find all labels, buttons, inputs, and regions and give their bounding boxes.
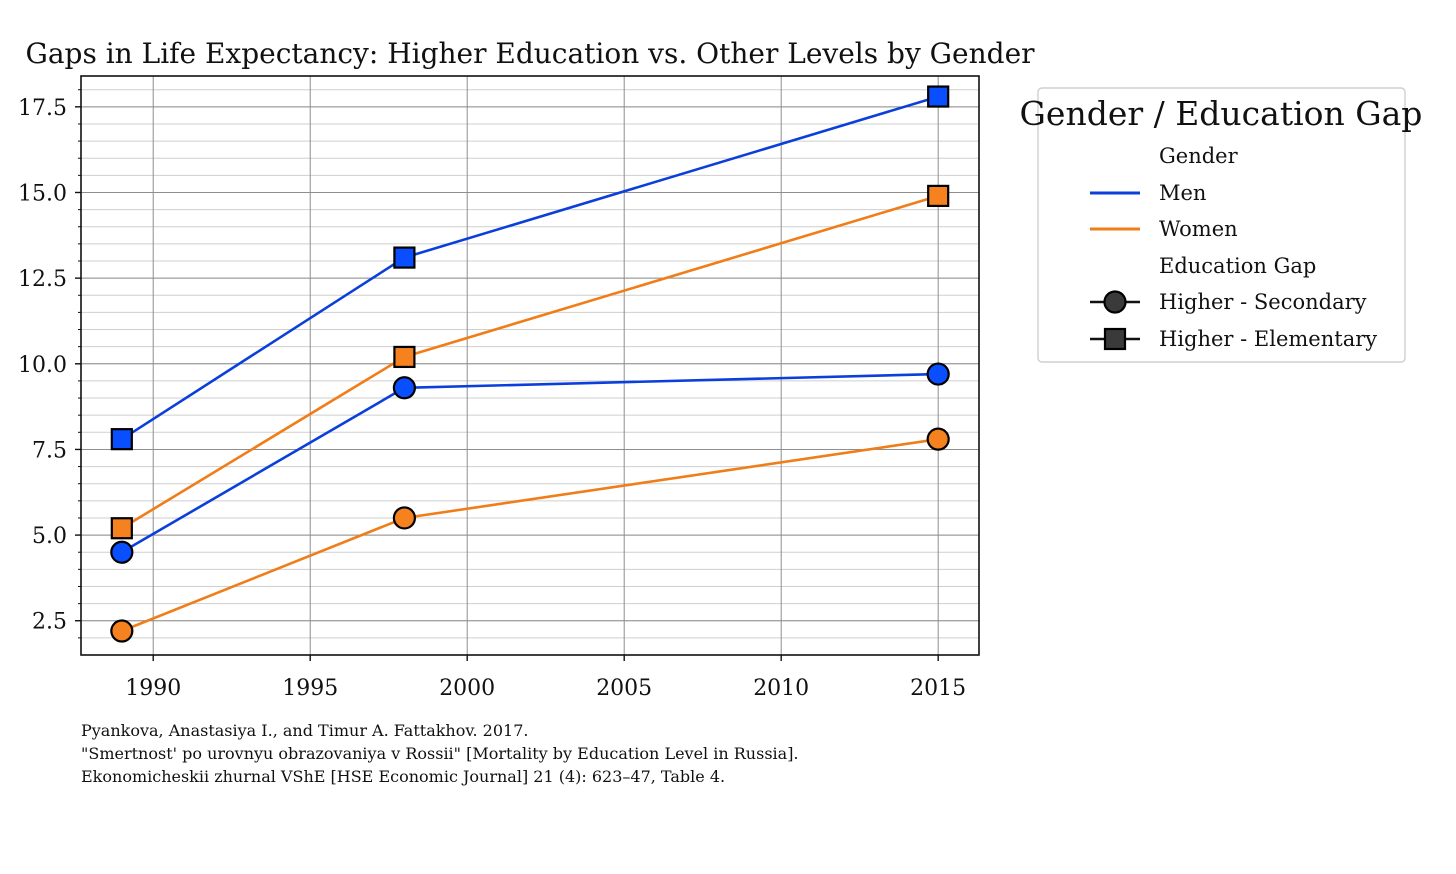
grid <box>81 76 979 655</box>
legend-gender-heading: Gender <box>1159 144 1239 168</box>
data-point-square <box>927 85 950 108</box>
data-point-circle <box>926 362 950 386</box>
legend-label-higher-secondary: Higher - Secondary <box>1159 290 1367 314</box>
source-line: "Smertnost' po urovnyu obrazovaniya v Ro… <box>81 744 799 763</box>
y-tick-label: 2.5 <box>32 610 67 635</box>
axes: 2.5 5.0 7.5 10.0 12.5 15.0 17.5 1990 1995 2000 200… <box>18 89 966 701</box>
x-tick-label: 2015 <box>910 676 966 701</box>
data-point-circle <box>392 376 417 400</box>
legend-label-higher-elementary: Higher - Elementary <box>1159 327 1377 351</box>
legend-title: Gender / Education Gap <box>1020 94 1423 133</box>
source-line: Pyankova, Anastasiya I., and Timur A. Fa… <box>81 721 528 740</box>
data-point-square <box>393 345 416 369</box>
legend-frame <box>1037 87 1406 363</box>
data-point-circle <box>110 619 134 643</box>
series-line <box>121 372 939 554</box>
x-tick-label: 2010 <box>753 676 809 701</box>
y-tick-label: 17.5 <box>18 96 67 121</box>
data-point-square <box>393 246 416 269</box>
chart-title: Gaps in Life Expectancy: Higher Educatio… <box>25 37 1035 70</box>
series <box>110 85 950 643</box>
y-tick-label: 12.5 <box>18 267 67 292</box>
legend-swatch-circle <box>1090 290 1140 314</box>
plot-frame <box>80 75 980 656</box>
x-tick-label: 1995 <box>282 676 338 701</box>
data-point-circle <box>926 427 950 451</box>
source-citation: Pyankova, Anastasiya I., and Timur A. Fa… <box>81 721 799 786</box>
y-tick-label: 15.0 <box>18 181 67 206</box>
y-tick-label: 5.0 <box>32 524 67 549</box>
data-point-square <box>927 184 950 208</box>
data-point-circle <box>110 540 134 564</box>
y-tick-label: 10.0 <box>18 353 67 378</box>
y-tick-label: 7.5 <box>32 438 67 463</box>
x-tick-label: 2000 <box>439 676 495 701</box>
legend-label-women: Women <box>1159 217 1238 241</box>
data-point-square <box>110 428 133 451</box>
legend-label-men: Men <box>1159 181 1206 205</box>
x-tick-label: 2005 <box>596 676 652 701</box>
series-line <box>121 95 939 441</box>
source-line: Ekonomicheskii zhurnal VShE [HSE Economi… <box>81 767 725 786</box>
legend-swatch-square <box>1090 327 1140 351</box>
data-point-square <box>110 517 133 540</box>
data-point-circle <box>392 506 417 530</box>
legend-gap-heading: Education Gap <box>1159 254 1316 278</box>
x-tick-label: 1990 <box>125 676 181 701</box>
legend: Gender / Education Gap Gender Men Women … <box>1020 87 1423 363</box>
